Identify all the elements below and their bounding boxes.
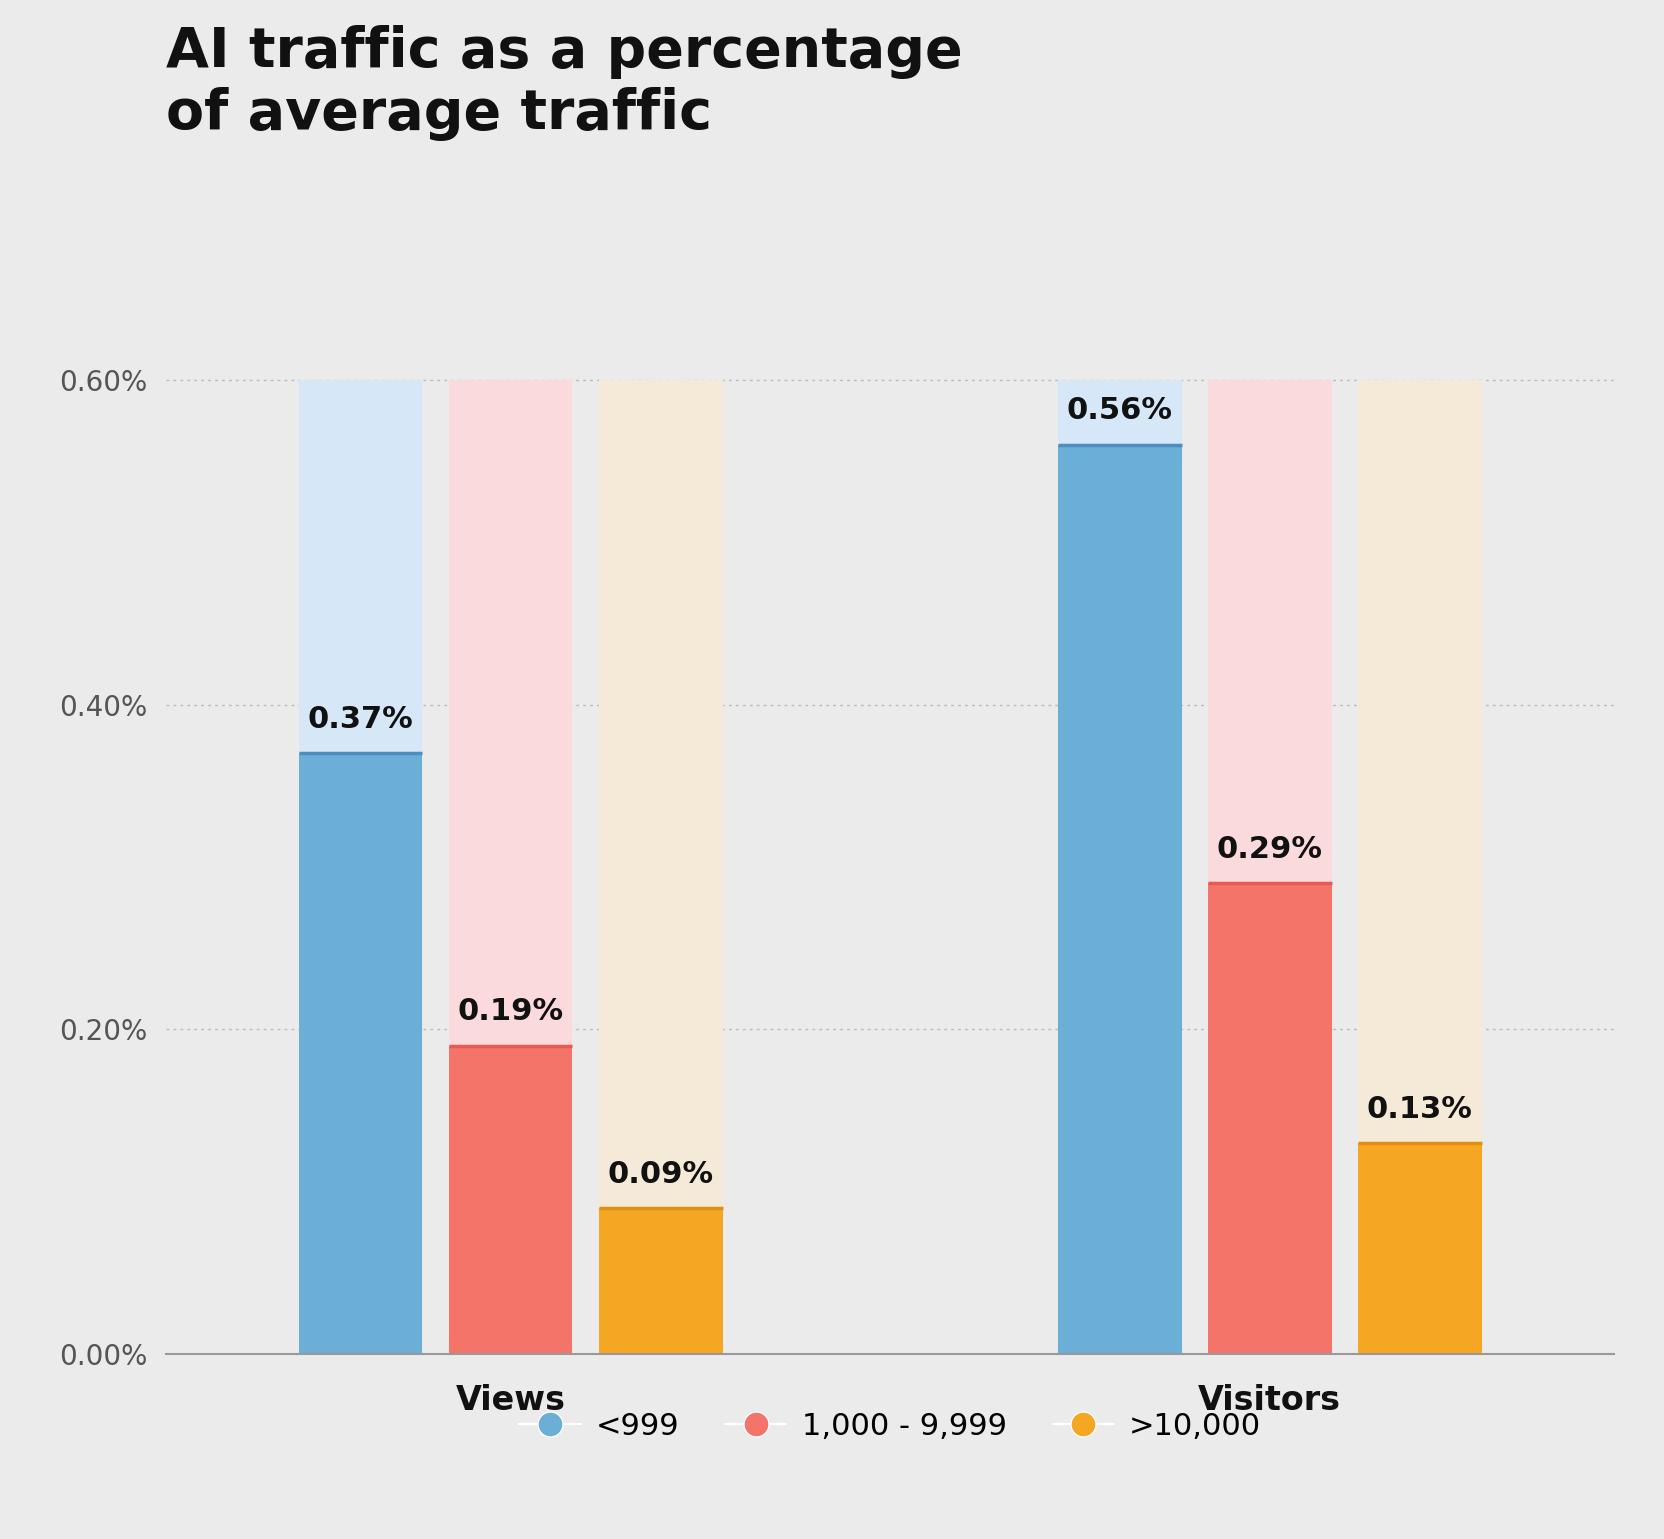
Bar xyxy=(300,380,423,1354)
Bar xyxy=(1208,380,1331,1354)
Text: AI traffic as a percentage
of average traffic: AI traffic as a percentage of average tr… xyxy=(166,25,963,142)
Text: 0.29%: 0.29% xyxy=(1216,834,1323,863)
Bar xyxy=(599,1208,722,1354)
Legend: <999, 1,000 - 9,999, >10,000: <999, 1,000 - 9,999, >10,000 xyxy=(504,1396,1276,1456)
Bar xyxy=(1058,380,1181,1354)
Text: Visitors: Visitors xyxy=(1198,1384,1341,1416)
Bar xyxy=(449,380,572,1354)
Bar xyxy=(1358,1143,1481,1354)
Bar xyxy=(1208,883,1331,1354)
Bar xyxy=(1058,445,1181,1354)
Text: 0.56%: 0.56% xyxy=(1067,396,1173,425)
Bar xyxy=(599,380,722,1354)
Text: Views: Views xyxy=(456,1384,566,1416)
Text: 0.09%: 0.09% xyxy=(607,1159,714,1188)
Text: 0.37%: 0.37% xyxy=(308,705,413,734)
Bar xyxy=(300,753,423,1354)
Text: 0.19%: 0.19% xyxy=(458,997,564,1027)
Bar xyxy=(449,1045,572,1354)
Bar xyxy=(1358,380,1481,1354)
Text: 0.13%: 0.13% xyxy=(1366,1094,1473,1123)
